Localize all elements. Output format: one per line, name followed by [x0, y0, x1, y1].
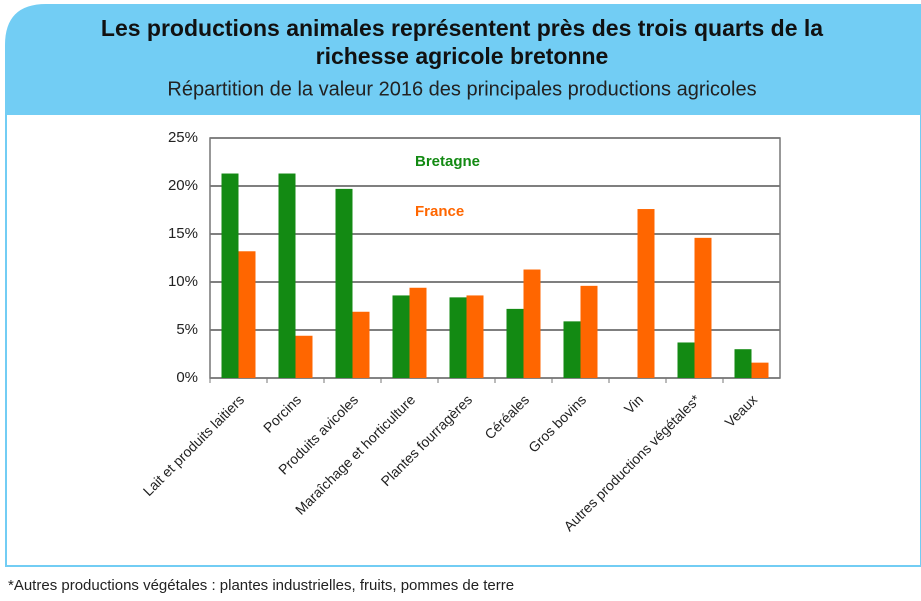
bar [751, 362, 769, 378]
y-tick-label: 10% [168, 273, 198, 290]
chart-title: Les productions animales représentent pr… [101, 15, 823, 41]
bar [352, 311, 370, 378]
header [6, 5, 921, 115]
y-tick-label: 25% [168, 129, 198, 146]
legend-label: Bretagne [415, 153, 480, 170]
bar [637, 209, 655, 378]
legend-label: France [415, 203, 464, 220]
y-tick-label: 15% [168, 225, 198, 242]
bar [523, 269, 541, 378]
bar [335, 188, 353, 378]
y-tick-label: 0% [176, 369, 198, 386]
bar [677, 342, 695, 378]
bar [694, 237, 712, 378]
footnote: *Autres productions végétales : plantes … [8, 577, 514, 594]
chart-title: richesse agricole bretonne [316, 43, 609, 69]
bar [466, 295, 484, 378]
y-tick-label: 5% [176, 321, 198, 338]
bar [563, 321, 581, 378]
bar [580, 285, 598, 378]
bar [734, 349, 752, 378]
bar [409, 287, 427, 378]
bar [295, 335, 313, 378]
bar [221, 173, 239, 378]
bar [506, 308, 524, 378]
bar [278, 173, 296, 378]
bar [392, 295, 410, 378]
subtitle: Répartition de la valeur 2016 des princi… [167, 78, 756, 100]
bar [449, 297, 467, 378]
y-tick-label: 20% [168, 177, 198, 194]
bar [238, 251, 256, 378]
